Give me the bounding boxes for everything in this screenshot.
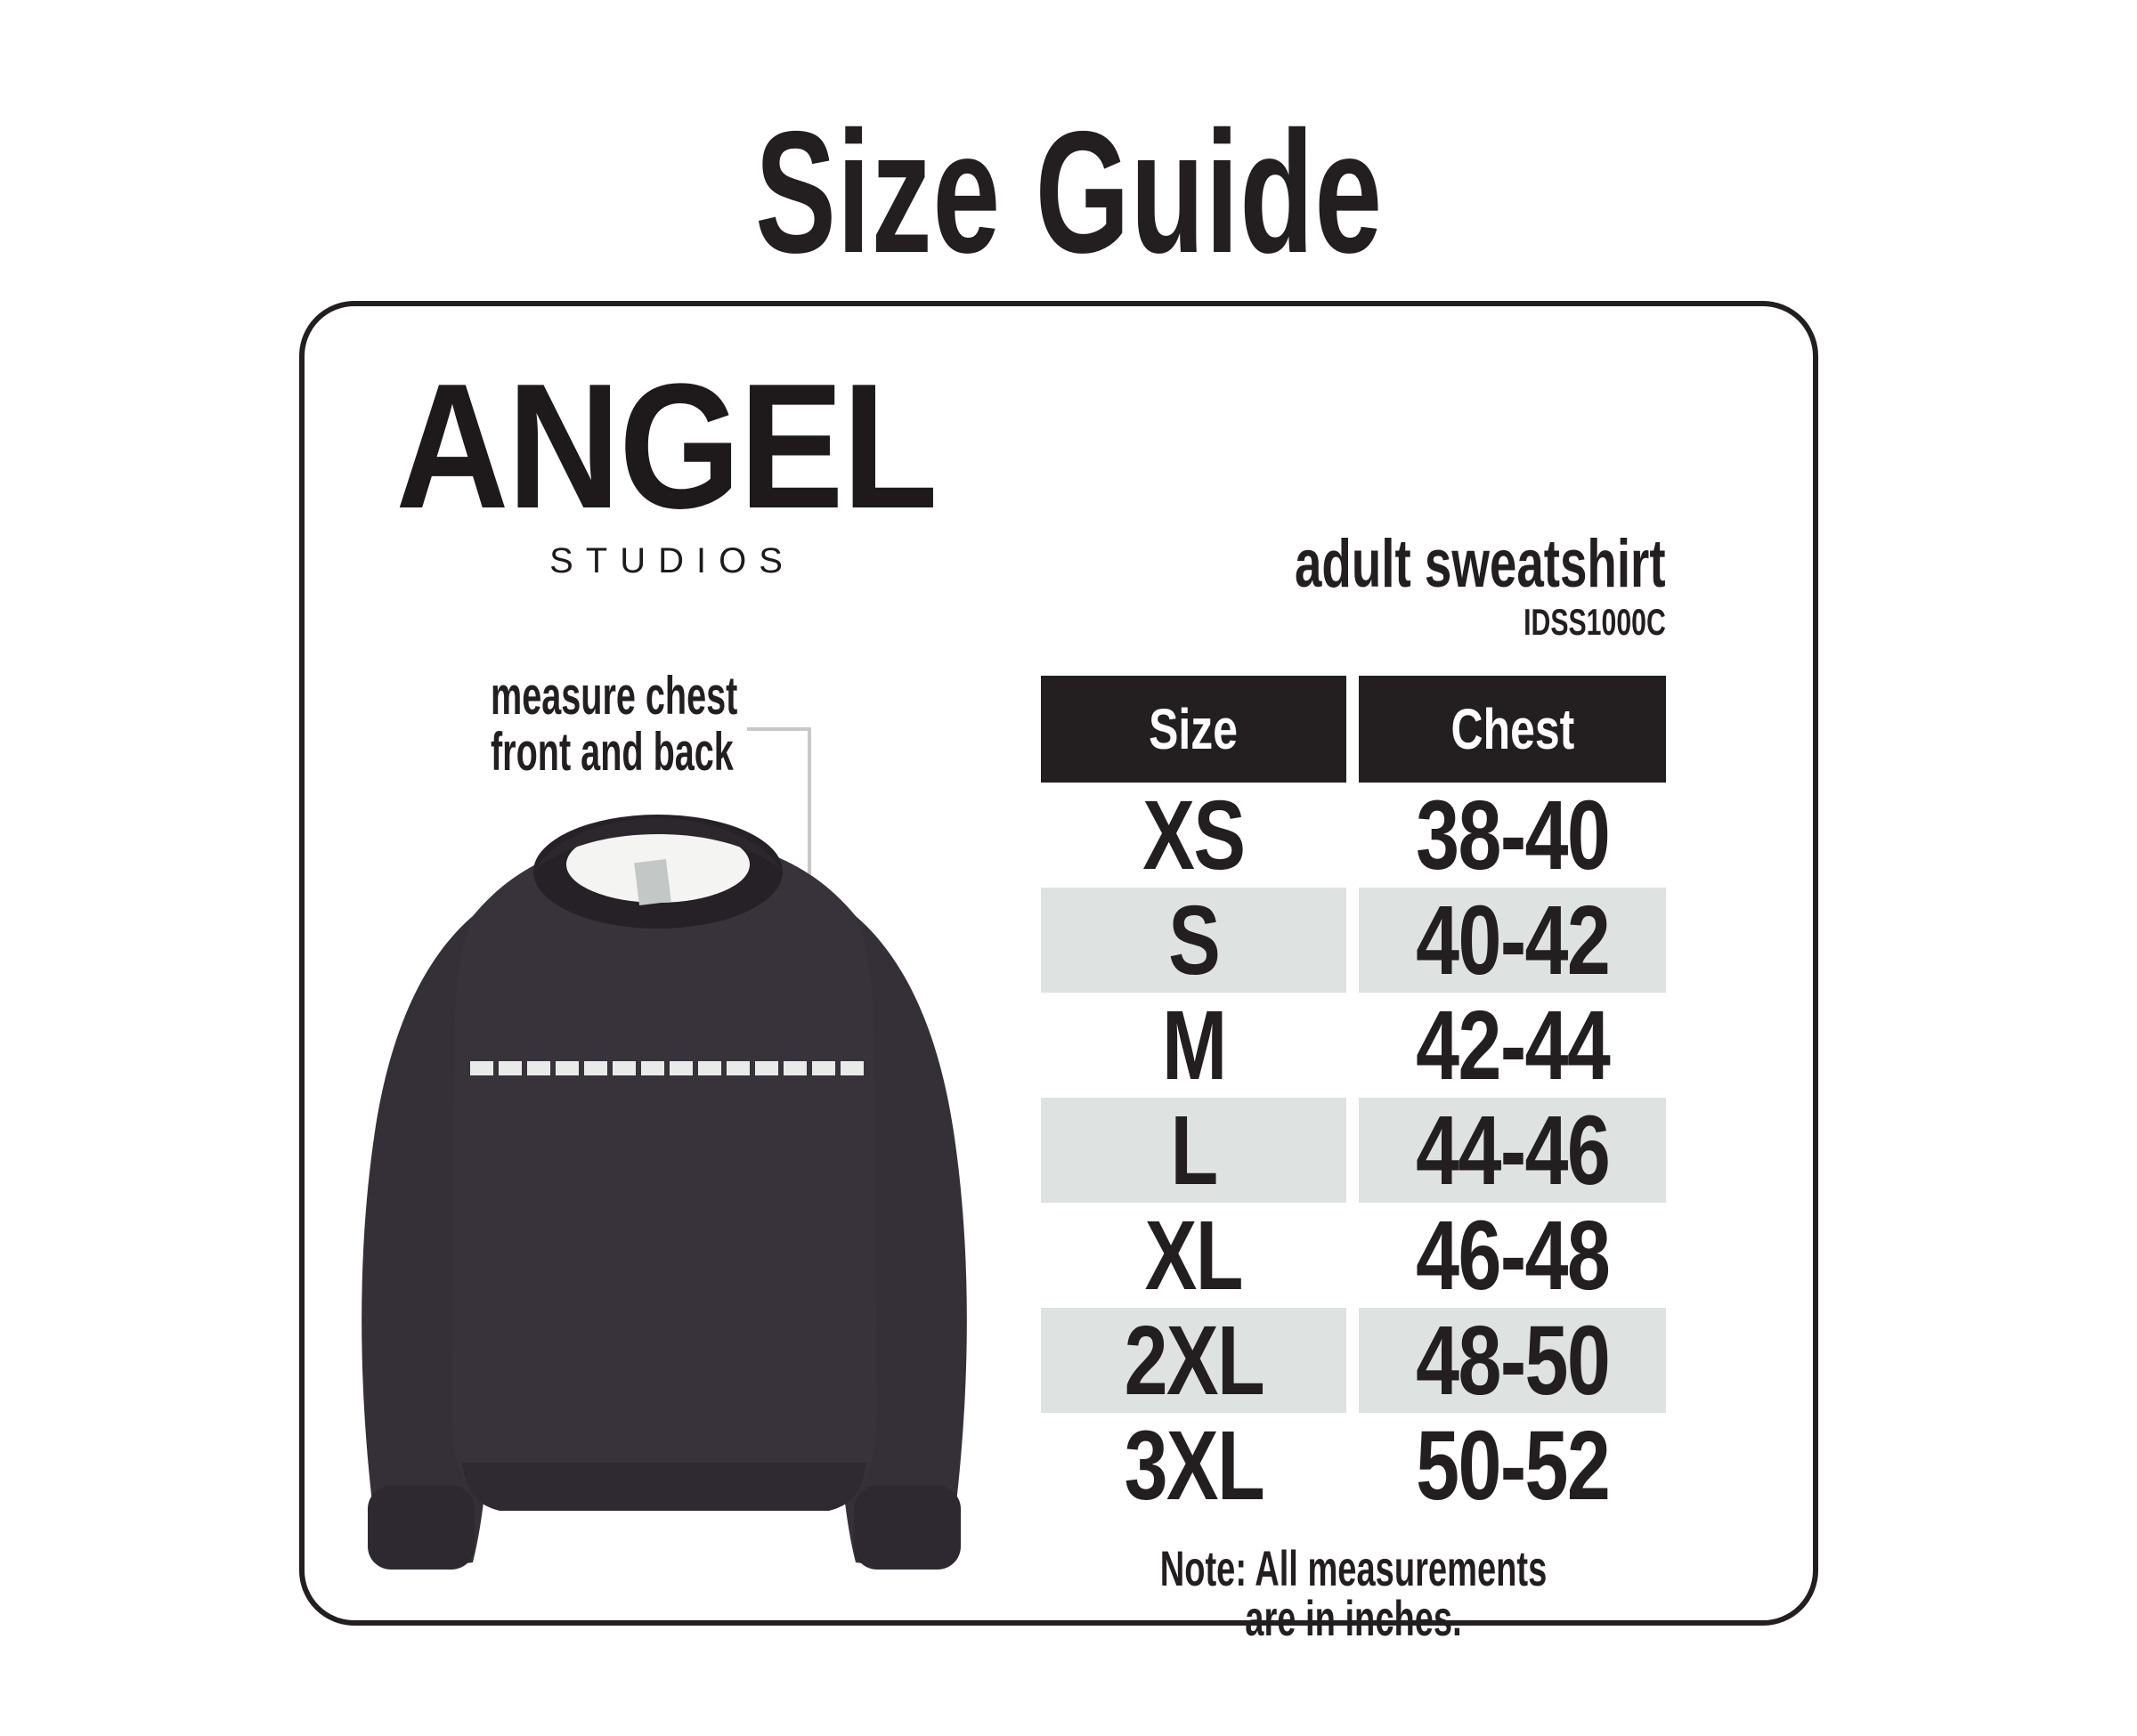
- chest-cell-3xl: 50-52: [1359, 1411, 1666, 1521]
- size-value: XL: [1144, 1200, 1244, 1310]
- header-size-label: Size: [1149, 697, 1239, 761]
- chest-cell-xl: 46-48: [1359, 1201, 1666, 1310]
- product-code: IDSS1000C: [1041, 602, 1666, 643]
- chest-value: 42-44: [1415, 990, 1611, 1100]
- size-table: Size Chest XS 38-40 S 40-42 M 42-44 L 44…: [1041, 676, 1666, 1521]
- brand-name-text: ANGEL: [395, 347, 938, 546]
- column-gap: [1346, 1413, 1359, 1518]
- size-cell-xs: XS: [1041, 781, 1346, 890]
- size-table-header-size: Size: [1041, 676, 1346, 783]
- chest-cell-2xl: 48-50: [1359, 1306, 1666, 1416]
- size-cell-3xl: 3XL: [1041, 1411, 1346, 1521]
- chest-cell-xs: 38-40: [1359, 781, 1666, 890]
- page-title: Size Guide: [0, 106, 2137, 280]
- measurements-note: Note: All measurements are in inches.: [1041, 1544, 1666, 1643]
- size-value: 3XL: [1124, 1410, 1264, 1521]
- chest-cell-m: 42-44: [1359, 991, 1666, 1100]
- size-value: L: [1170, 1095, 1218, 1205]
- chest-value: 44-46: [1415, 1095, 1611, 1205]
- column-gap: [1346, 1098, 1359, 1203]
- product-heading: adult sweatshirt IDSS1000C: [1041, 529, 1666, 643]
- size-value: S: [1167, 885, 1221, 995]
- chest-value: 50-52: [1415, 1410, 1611, 1521]
- measure-annotation: measure chest front and back: [491, 668, 865, 780]
- pointer-line-horizontal: [747, 727, 811, 731]
- size-cell-xl: XL: [1041, 1201, 1346, 1310]
- size-cell-m: M: [1041, 991, 1346, 1100]
- chest-value: 40-42: [1415, 885, 1611, 995]
- size-cell-l: L: [1041, 1096, 1346, 1205]
- size-guide-card: ANGEL STUDIOS measure chest front and ba…: [299, 301, 1818, 1643]
- brand-logo: ANGEL STUDIOS: [354, 358, 978, 580]
- header-chest-label: Chest: [1450, 697, 1574, 761]
- column-gap: [1346, 993, 1359, 1098]
- chest-value: 38-40: [1415, 780, 1611, 890]
- chest-cell-l: 44-46: [1359, 1096, 1666, 1205]
- chest-value: 46-48: [1415, 1200, 1611, 1310]
- column-gap: [1346, 783, 1359, 888]
- column-gap: [1346, 676, 1359, 783]
- measure-annotation-line2: front and back: [491, 722, 734, 782]
- product-code-text: IDSS1000C: [1524, 601, 1666, 643]
- size-table-header-chest: Chest: [1359, 676, 1666, 783]
- size-cell-2xl: 2XL: [1041, 1306, 1346, 1416]
- size-cell-s: S: [1041, 886, 1346, 995]
- product-name: adult sweatshirt: [1041, 529, 1666, 600]
- measurements-note-text: Note: All measurements are in inches.: [1159, 1540, 1548, 1646]
- column-gap: [1346, 888, 1359, 993]
- size-value: M: [1161, 990, 1227, 1100]
- brand-wordmark: ANGEL: [354, 358, 978, 536]
- size-value: 2XL: [1124, 1305, 1264, 1416]
- page-title-text: Size Guide: [754, 95, 1383, 289]
- brand-subtitle: STUDIOS: [549, 541, 795, 580]
- measure-annotation-line1: measure chest: [491, 666, 738, 726]
- column-gap: [1346, 1203, 1359, 1308]
- column-gap: [1346, 1308, 1359, 1413]
- chest-cell-s: 40-42: [1359, 886, 1666, 995]
- sweatshirt-photo: [362, 815, 967, 1570]
- chest-value: 48-50: [1415, 1305, 1611, 1416]
- chest-measurement-dashed-line: [470, 1061, 867, 1075]
- size-value: XS: [1142, 780, 1246, 890]
- product-name-text: adult sweatshirt: [1295, 526, 1666, 602]
